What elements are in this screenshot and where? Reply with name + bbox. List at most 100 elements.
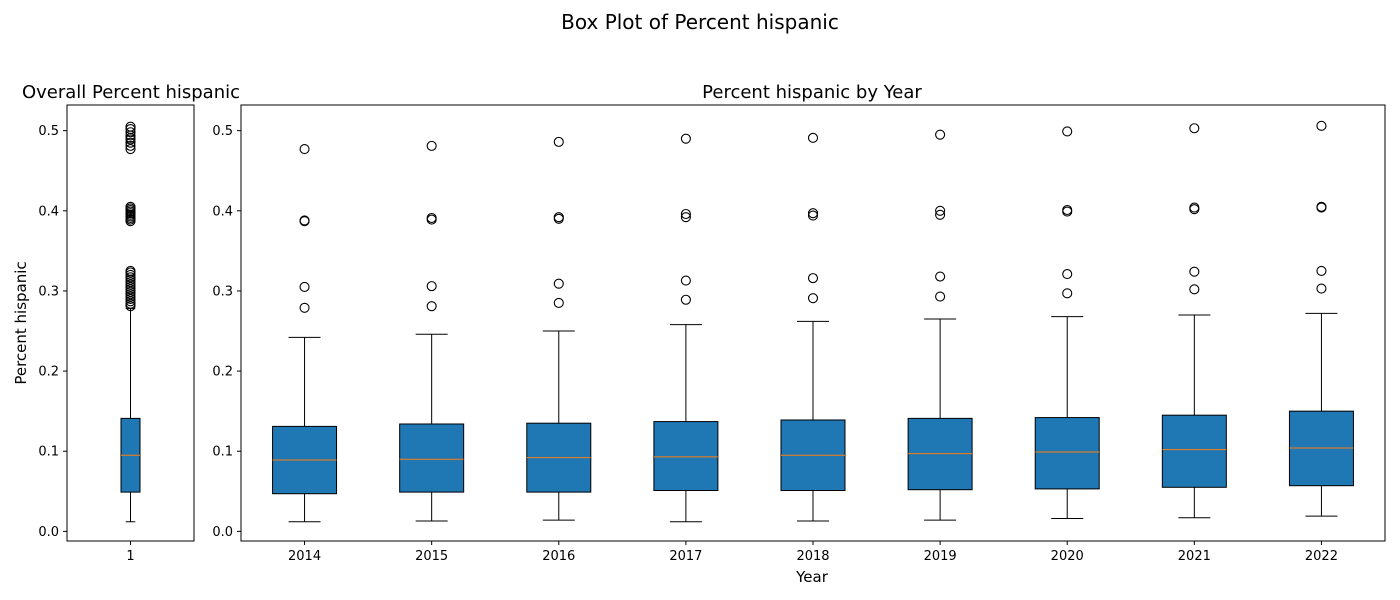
year-box-2014 [272, 144, 338, 523]
year-box-2018 [780, 132, 846, 522]
year-x-tick-label: 2020 [1051, 549, 1084, 564]
outlier-point [680, 212, 691, 223]
overall-y-tick-label: 0.3 [38, 284, 59, 299]
by-year-plot-area: 0.0 0.1 0.2 0.3 0.4 0.5 2014 2015 2016 2017 2018 20… [212, 104, 1386, 564]
year-y-tick-label: 0.5 [212, 124, 233, 139]
outlier-point [553, 212, 564, 223]
year-x-tick-label: 2017 [669, 549, 702, 564]
outlier-point [125, 298, 136, 309]
by-year-panel-title: Percent hispanic by Year [702, 82, 922, 103]
year-y-tick-label: 0.2 [212, 365, 233, 380]
outlier-point [807, 132, 819, 143]
outlier-point [125, 291, 136, 302]
outlier-point [426, 301, 437, 312]
outlier-point [125, 286, 136, 297]
outlier-point [680, 275, 691, 286]
outlier-point [125, 201, 136, 212]
outlier-point [125, 137, 136, 148]
year-x-tick-label: 2021 [1178, 549, 1211, 564]
outlier-point [935, 129, 946, 140]
outlier-point [125, 279, 136, 290]
year-box-2015 [399, 140, 465, 522]
iqr-box [653, 421, 719, 492]
overall-y-tick-label: 0.1 [38, 445, 59, 460]
year-x-tick-label: 2016 [542, 549, 575, 564]
year-x-tick-label: 2018 [796, 549, 829, 564]
outlier-point [807, 208, 819, 219]
outlier-point [125, 269, 136, 280]
outlier-point [1189, 266, 1200, 277]
outlier-point [553, 278, 564, 289]
year-x-tick-label: 2022 [1305, 549, 1338, 564]
outlier-point [125, 281, 136, 292]
outlier-point [1189, 284, 1200, 295]
outlier-point [935, 209, 946, 220]
year-x-tick-label: 2014 [288, 549, 321, 564]
outlier-point [1062, 269, 1073, 280]
outlier-point [125, 296, 136, 307]
outlier-point [680, 133, 691, 144]
outlier-point [125, 127, 136, 138]
figure-title: Box Plot of Percent hispanic [561, 10, 839, 34]
outlier-point [935, 205, 946, 216]
outlier-point [125, 123, 136, 135]
outlier-point [935, 271, 946, 282]
year-box-2021 [1161, 123, 1227, 519]
overall-panel-title: Overall Percent hispanic [22, 82, 240, 103]
overall-box-1 [120, 121, 141, 523]
outlier-point [1189, 123, 1200, 134]
outlier-point [680, 294, 691, 305]
year-y-tick-label: 0.4 [212, 204, 233, 219]
year-box-2019 [907, 129, 973, 521]
outlier-point [426, 281, 437, 292]
outlier-point [553, 297, 564, 309]
overall-plot-area: 0.0 0.1 0.2 0.3 0.4 0.5 1 [38, 104, 195, 564]
year-y-tick-label: 0.0 [212, 525, 233, 540]
outlier-point [1316, 201, 1327, 212]
by-year-x-axis-label: Year [795, 568, 829, 586]
year-box-2017 [653, 133, 719, 523]
outlier-point [125, 272, 136, 283]
outlier-point [680, 208, 691, 220]
outlier-point [426, 140, 437, 151]
outlier-point [125, 293, 136, 305]
outlier-point [125, 301, 136, 312]
outlier-point [125, 289, 136, 300]
iqr-box [1034, 417, 1100, 490]
overall-panel: Overall Percent hispanic Percent hispani… [12, 82, 240, 564]
iqr-box [1161, 414, 1227, 488]
year-y-tick-label: 0.1 [212, 445, 233, 460]
outlier-point [1316, 120, 1327, 131]
overall-y-tick-label: 0.0 [38, 525, 59, 540]
outlier-point [299, 215, 310, 226]
outlier-point [125, 265, 136, 276]
year-x-tick-label: 2015 [415, 549, 448, 564]
outlier-point [1316, 265, 1327, 276]
outlier-point [125, 284, 136, 295]
outlier-point [125, 140, 136, 151]
outlier-point [426, 212, 437, 224]
year-box-2020 [1034, 126, 1100, 520]
overall-x-tick-label: 1 [126, 549, 134, 564]
overall-y-tick-label: 0.5 [38, 124, 59, 139]
outlier-point [935, 291, 946, 302]
outlier-point [807, 210, 819, 221]
by-year-panel: Percent hispanic by Year Year 0.0 0.1 0.2 0… [212, 82, 1386, 586]
outlier-point [125, 121, 136, 132]
outlier-point [807, 293, 819, 304]
iqr-box [399, 423, 465, 493]
outlier-point [299, 281, 310, 292]
outlier-point [807, 273, 819, 284]
outlier-point [125, 144, 136, 155]
outlier-point [125, 277, 136, 288]
outlier-point [1062, 126, 1073, 137]
outlier-point [1316, 283, 1327, 294]
year-box-2016 [526, 136, 592, 521]
outlier-point [553, 136, 564, 147]
outlier-point [1189, 202, 1200, 213]
overall-y-tick-label: 0.4 [38, 204, 59, 219]
overall-y-axis-label: Percent hispanic [12, 261, 30, 384]
outlier-point [299, 144, 310, 155]
year-x-tick-label: 2019 [924, 549, 957, 564]
